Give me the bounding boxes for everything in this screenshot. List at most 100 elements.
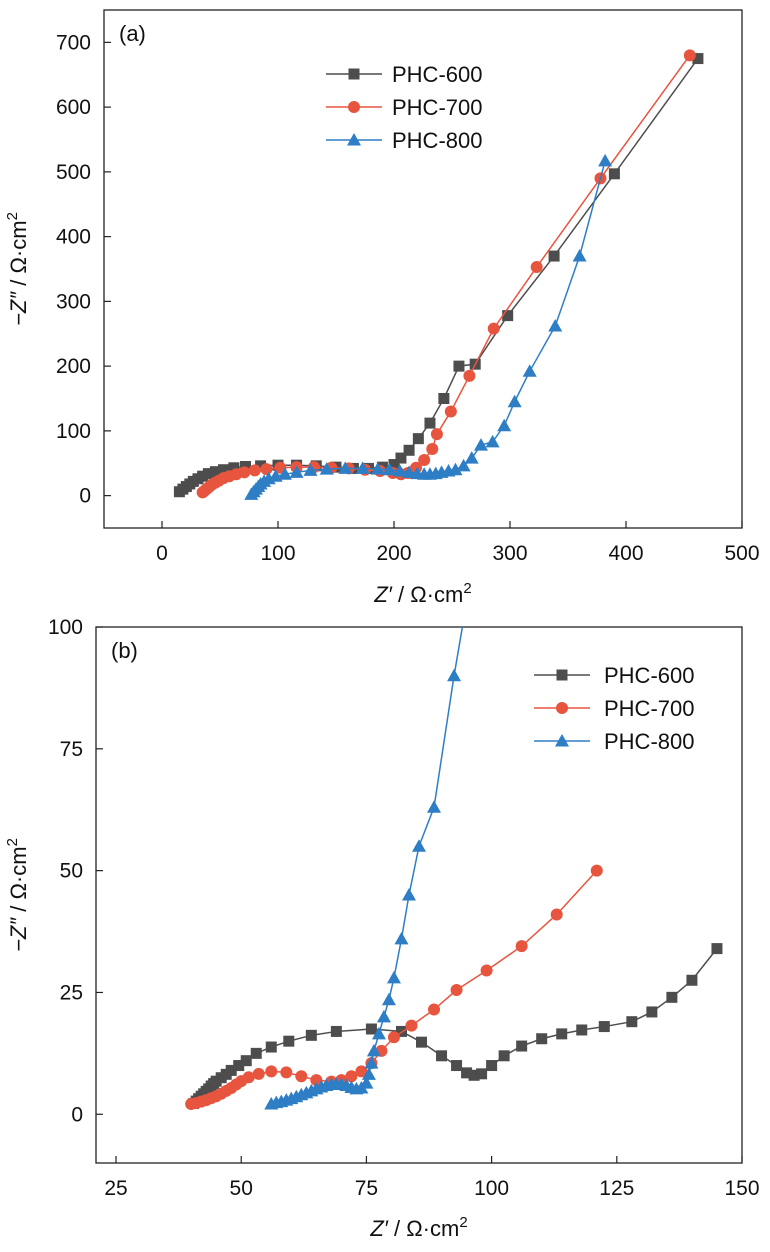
data-point-phc-800 bbox=[303, 463, 318, 476]
y-tick-label: 200 bbox=[56, 355, 91, 378]
data-point-phc-600 bbox=[197, 470, 209, 482]
data-point-phc-600 bbox=[228, 462, 240, 474]
data-point-phc-700 bbox=[238, 466, 251, 479]
data-point-phc-800 bbox=[485, 434, 500, 448]
data-point-phc-700 bbox=[515, 940, 528, 953]
y-tick-label: 300 bbox=[56, 290, 91, 313]
data-point-phc-800 bbox=[456, 458, 471, 472]
data-point-phc-800 bbox=[359, 1076, 374, 1089]
data-point-phc-700 bbox=[444, 405, 457, 418]
y-tick-label: 700 bbox=[56, 31, 91, 54]
data-point-phc-600 bbox=[502, 310, 514, 322]
legend-entry-phc-600: PHC-600 bbox=[534, 663, 694, 688]
data-point-phc-800 bbox=[402, 465, 417, 478]
legend-label: PHC-700 bbox=[392, 95, 482, 120]
data-point-phc-700 bbox=[426, 443, 439, 456]
data-point-phc-600 bbox=[412, 433, 424, 445]
y-axis-label: −Z″ / Ω·cm2 bbox=[4, 838, 31, 952]
data-point-phc-800 bbox=[370, 462, 385, 475]
plot-frame bbox=[103, 9, 743, 529]
data-point-phc-600 bbox=[225, 1064, 237, 1076]
data-point-phc-700 bbox=[405, 1019, 418, 1032]
legend-marker bbox=[348, 101, 360, 113]
data-point-phc-700 bbox=[242, 1071, 255, 1084]
data-point-phc-600 bbox=[536, 1033, 548, 1045]
data-point-phc-700 bbox=[428, 1003, 441, 1016]
series-line-phc-700 bbox=[202, 54, 691, 493]
data-point-phc-700 bbox=[480, 964, 493, 977]
data-point-phc-800 bbox=[371, 1026, 386, 1040]
data-point-phc-600 bbox=[255, 460, 267, 472]
chart-panel-b: 25 50 75 100 125 150 0 25 50 75 100 (b) Z′ / Ω·cm2 −Z… bbox=[4, 616, 760, 1241]
legend-label: PHC-800 bbox=[392, 128, 482, 153]
data-point-phc-600 bbox=[692, 53, 704, 65]
data-point-phc-800 bbox=[448, 462, 463, 476]
data-point-phc-700 bbox=[418, 454, 431, 467]
data-point-phc-700 bbox=[310, 1074, 323, 1087]
x-tick-label: 400 bbox=[608, 542, 643, 565]
data-point-phc-600 bbox=[666, 991, 678, 1003]
data-point-phc-800 bbox=[338, 461, 353, 474]
legend: PHC-600 PHC-700 PHC-800 bbox=[534, 663, 694, 754]
data-point-phc-800 bbox=[598, 153, 613, 167]
panel-label: (a) bbox=[119, 21, 146, 46]
plot-area bbox=[173, 49, 704, 500]
x-tick-label: 300 bbox=[492, 542, 527, 565]
data-point-phc-600 bbox=[240, 1055, 252, 1067]
legend-label: PHC-700 bbox=[604, 696, 694, 721]
series-phc-800 bbox=[264, 627, 464, 1110]
data-point-phc-800 bbox=[548, 318, 563, 332]
data-point-phc-700 bbox=[450, 984, 463, 997]
data-point-phc-800 bbox=[394, 931, 409, 945]
x-tick-label: 200 bbox=[376, 542, 411, 565]
data-point-phc-800 bbox=[447, 668, 462, 682]
panel-label: (b) bbox=[111, 638, 138, 663]
data-point-phc-800 bbox=[507, 394, 522, 408]
data-point-phc-800 bbox=[412, 839, 426, 852]
x-tick-label: 500 bbox=[724, 542, 759, 565]
data-point-phc-600 bbox=[461, 1067, 473, 1079]
y-tick-label: 0 bbox=[79, 485, 91, 508]
data-point-phc-700 bbox=[463, 369, 476, 382]
data-point-phc-600 bbox=[576, 1024, 588, 1036]
plot-frame bbox=[95, 626, 743, 1164]
x-tick-label: 100 bbox=[474, 1177, 509, 1200]
data-point-phc-600 bbox=[305, 1029, 317, 1041]
data-point-phc-600 bbox=[424, 417, 436, 429]
data-point-phc-600 bbox=[646, 1006, 658, 1018]
data-point-phc-600 bbox=[202, 468, 214, 480]
x-tick-label: 25 bbox=[104, 1177, 127, 1200]
x-tick-label: 50 bbox=[230, 1177, 253, 1200]
legend-label: PHC-800 bbox=[604, 729, 694, 754]
y-tick-label: 25 bbox=[60, 981, 83, 1004]
data-point-phc-600 bbox=[395, 452, 407, 464]
data-point-phc-700 bbox=[387, 1031, 400, 1044]
data-point-phc-800 bbox=[522, 364, 537, 377]
y-tick-label: 100 bbox=[56, 420, 91, 443]
data-point-phc-700 bbox=[252, 1067, 265, 1080]
x-tick-label: 100 bbox=[260, 542, 295, 565]
data-point-phc-600 bbox=[403, 444, 415, 456]
data-point-phc-700 bbox=[530, 261, 543, 274]
data-point-phc-700 bbox=[683, 49, 696, 62]
data-point-phc-600 bbox=[233, 1060, 245, 1072]
data-point-phc-800 bbox=[289, 465, 304, 478]
data-point-phc-800 bbox=[319, 462, 334, 475]
legend: PHC-600 PHC-700 PHC-800 bbox=[326, 62, 482, 153]
data-point-phc-600 bbox=[626, 1016, 638, 1028]
data-point-phc-600 bbox=[453, 360, 465, 372]
data-point-phc-700 bbox=[280, 1066, 293, 1079]
y-tick-label: 100 bbox=[48, 616, 83, 639]
data-point-phc-600 bbox=[598, 1021, 610, 1033]
data-point-phc-600 bbox=[516, 1040, 528, 1052]
x-tick-label: 75 bbox=[355, 1177, 378, 1200]
data-point-phc-600 bbox=[330, 1025, 342, 1037]
legend-entry-phc-800: PHC-800 bbox=[326, 128, 482, 153]
data-point-phc-700 bbox=[550, 908, 563, 921]
legend-marker bbox=[556, 702, 568, 714]
data-point-phc-600 bbox=[556, 1028, 568, 1040]
data-point-phc-600 bbox=[436, 1050, 448, 1062]
data-point-phc-800 bbox=[572, 249, 587, 262]
series-phc-600 bbox=[188, 943, 723, 1110]
